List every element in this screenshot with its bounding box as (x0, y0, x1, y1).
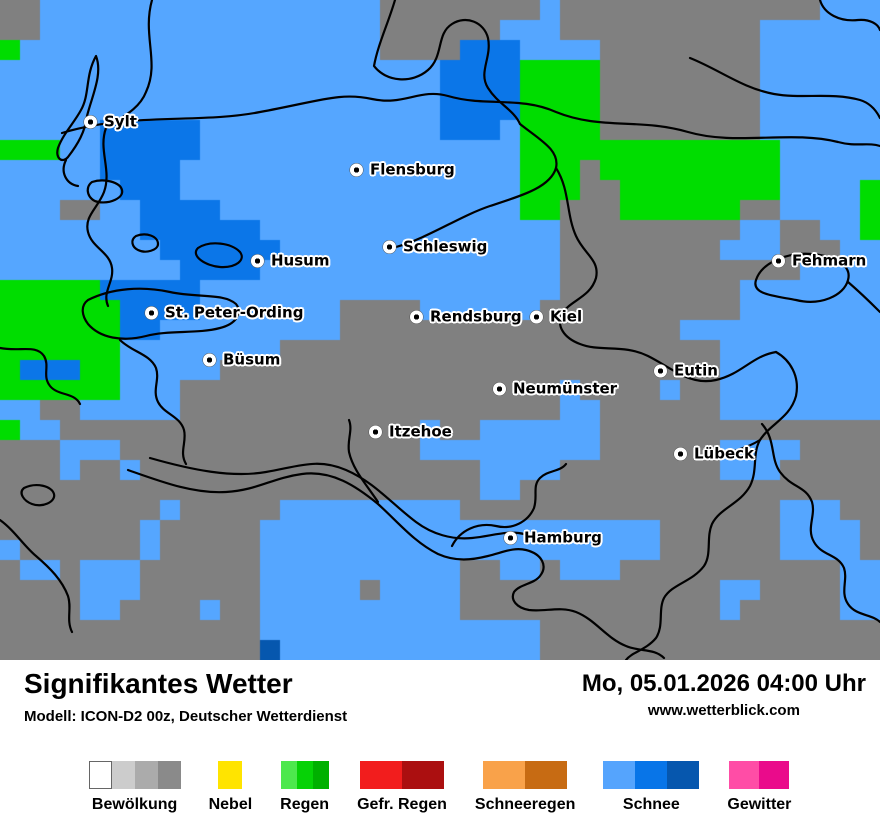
footer: Signifikantes Wetter Modell: ICON-D2 00z… (0, 660, 880, 830)
legend-swatches (218, 761, 243, 789)
legend-group-regen: Regen (280, 761, 329, 814)
legend-group-schnee: Schnee (603, 761, 700, 814)
legend-label: Gefr. Regen (357, 796, 447, 813)
legend-label: Schneeregen (474, 796, 576, 813)
legend-swatches (88, 761, 181, 789)
legend-group-schneeregen: Schneeregen (475, 761, 575, 814)
legend-swatches (483, 761, 568, 789)
legend-swatch (759, 761, 790, 789)
legend-swatches (603, 761, 700, 789)
page-title: Signifikantes Wetter (24, 668, 293, 699)
legend-group-gewitter: Gewitter (727, 761, 791, 814)
model-caption: Modell: ICON-D2 00z, Deutscher Wetterdie… (24, 708, 348, 725)
legend-label: Nebel (208, 796, 253, 813)
legend-label: Bewölkung (91, 796, 178, 813)
timestamp-block: Mo, 05.01.2026 04:00 Uhr www.wetterblick… (582, 670, 866, 719)
legend: Bewölkung Nebel Regen Gefr. Regen Schneerege… (0, 761, 880, 814)
legend-swatch (157, 761, 181, 789)
weather-map: Sylt Flensburg Schleswig Husum Fehmarn St. Pe… (0, 0, 880, 660)
website-label: www.wetterblick.com (647, 702, 800, 719)
legend-swatch (111, 761, 135, 789)
legend-swatch (134, 761, 158, 789)
legend-swatch (280, 761, 297, 789)
legend-swatch (667, 761, 700, 789)
legend-label: Regen (280, 796, 330, 813)
legend-swatch (296, 761, 313, 789)
legend-swatch (729, 761, 760, 789)
weather-raster (0, 0, 880, 660)
legend-swatch (312, 761, 329, 789)
datetime-label: Mo, 05.01.2026 04:00 Uhr (581, 670, 866, 697)
legend-swatch (218, 761, 243, 789)
legend-group-gefr-regen: Gefr. Regen (357, 761, 447, 814)
legend-swatch (603, 761, 636, 789)
legend-group-nebel: Nebel (208, 761, 253, 814)
legend-swatch (88, 761, 112, 789)
legend-swatches (729, 761, 790, 789)
legend-swatch (525, 761, 568, 789)
legend-swatches (359, 761, 444, 789)
legend-group-bew-lkung: Bewölkung (88, 761, 181, 814)
legend-swatch (635, 761, 668, 789)
legend-swatch (483, 761, 526, 789)
legend-swatch (401, 761, 444, 789)
legend-label: Gewitter (727, 796, 792, 813)
legend-swatch (359, 761, 402, 789)
legend-label: Schnee (622, 796, 680, 813)
legend-swatches (280, 761, 329, 789)
